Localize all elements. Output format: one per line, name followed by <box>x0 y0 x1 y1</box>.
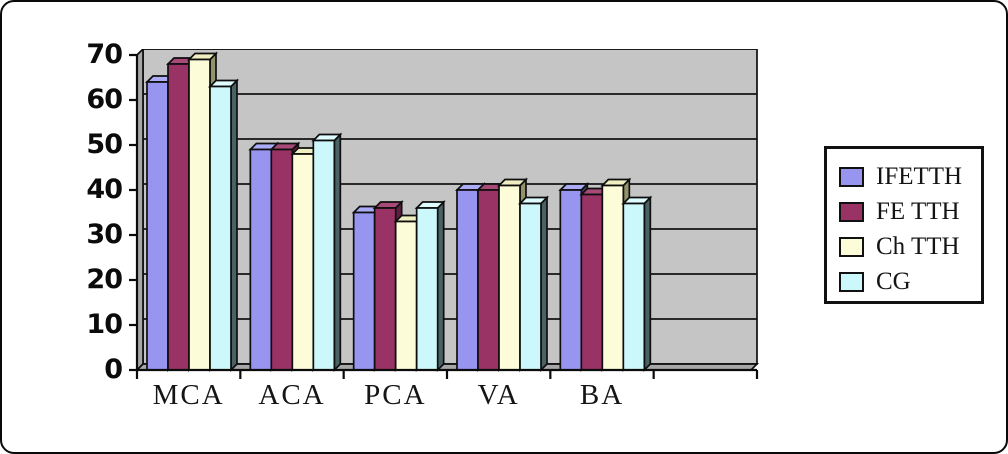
bar-BA-CG-side <box>643 195 652 373</box>
bar-BA-IFETTH-top <box>558 183 590 191</box>
bar-ACA-CG-side <box>333 132 342 373</box>
y-axis-label-20: 20 <box>86 264 123 295</box>
x-axis-label-MCA: MCA <box>152 379 225 411</box>
x-axis-label-ACA: ACA <box>258 379 326 411</box>
bar-VA-CG-side <box>540 195 548 373</box>
x-axis-label-PCA: PCA <box>364 379 427 411</box>
y-axis: 0 10 20 30 40 50 60 70 <box>30 2 123 452</box>
bar-ACA-FE TTH-top <box>269 142 301 151</box>
legend-item-Ch TTH: Ch TTH <box>839 229 973 264</box>
legend-item-IFETTH: IFETTH <box>839 159 973 194</box>
legend-label: IFETTH <box>876 162 963 190</box>
y-axis-label-10: 10 <box>86 309 123 340</box>
bar-VA-Ch TTH-top <box>496 178 529 187</box>
y-axis-label-40: 40 <box>86 174 123 205</box>
bar-PCA-FE TTH <box>373 207 397 371</box>
bar-PCA-CG-side <box>436 199 445 373</box>
legend-swatch-icon <box>839 236 864 257</box>
y-axis-label-60: 60 <box>86 84 123 115</box>
bar-ACA-Ch TTH <box>291 153 315 371</box>
bar-ACA-CG <box>312 139 336 371</box>
y-axis-label-50: 50 <box>86 129 123 160</box>
plot-back-wall <box>142 49 758 365</box>
bar-PCA-IFETTH <box>352 211 376 371</box>
bar-PCA-CG <box>415 207 439 371</box>
legend-item-FE TTH: FE TTH <box>839 194 973 229</box>
legend-swatch-icon <box>839 201 864 222</box>
bar-MCA-FE TTH <box>167 63 190 371</box>
bar-MCA-CG <box>209 85 232 371</box>
bar-VA-CG-top <box>517 196 550 205</box>
plot-area <box>129 49 760 379</box>
y-axis-label-0: 0 <box>104 354 123 385</box>
legend-label: FE TTH <box>876 197 960 225</box>
legend-swatch-icon <box>839 166 864 187</box>
bar-BA-CG <box>622 202 646 371</box>
bar-BA-CG-top <box>621 196 653 205</box>
bar-BA-IFETTH <box>559 189 583 371</box>
bar-MCA-Ch TTH-top <box>186 52 219 61</box>
bar-ACA-FE TTH <box>270 148 294 371</box>
bar-BA-FE TTH <box>580 193 604 371</box>
bar-ACA-CG-top <box>311 133 343 142</box>
legend: IFETTH FE TTH Ch TTH CG <box>824 146 984 304</box>
x-axis: MCA ACA PCA VA BA <box>125 379 770 421</box>
bar-ACA-IFETTH <box>249 148 273 371</box>
bar-MCA-Ch TTH <box>188 58 211 371</box>
legend-item-CG: CG <box>839 264 973 299</box>
bar-PCA-FE TTH-top <box>372 201 404 209</box>
legend-label: CG <box>876 267 911 295</box>
legend-swatch-icon <box>839 271 864 292</box>
bar-VA-Ch TTH <box>498 184 521 371</box>
y-axis-label-30: 30 <box>86 219 123 250</box>
x-axis-label-VA: VA <box>477 379 520 411</box>
bar-VA-IFETTH <box>456 189 479 371</box>
y-axis-label-70: 70 <box>86 39 123 70</box>
bar-MCA-CG-top <box>207 79 240 88</box>
x-axis-label-BA: BA <box>579 379 625 411</box>
legend-label: Ch TTH <box>876 232 960 260</box>
bar-MCA-CG-side <box>230 78 238 373</box>
bar-PCA-CG-top <box>414 201 446 209</box>
bar-PCA-Ch TTH <box>394 220 418 371</box>
bar-VA-CG <box>519 202 542 371</box>
bar-BA-Ch TTH <box>601 184 625 371</box>
bar-VA-FE TTH <box>477 189 500 371</box>
bar-MCA-IFETTH <box>146 81 169 371</box>
bar-BA-Ch TTH-top <box>600 178 632 187</box>
